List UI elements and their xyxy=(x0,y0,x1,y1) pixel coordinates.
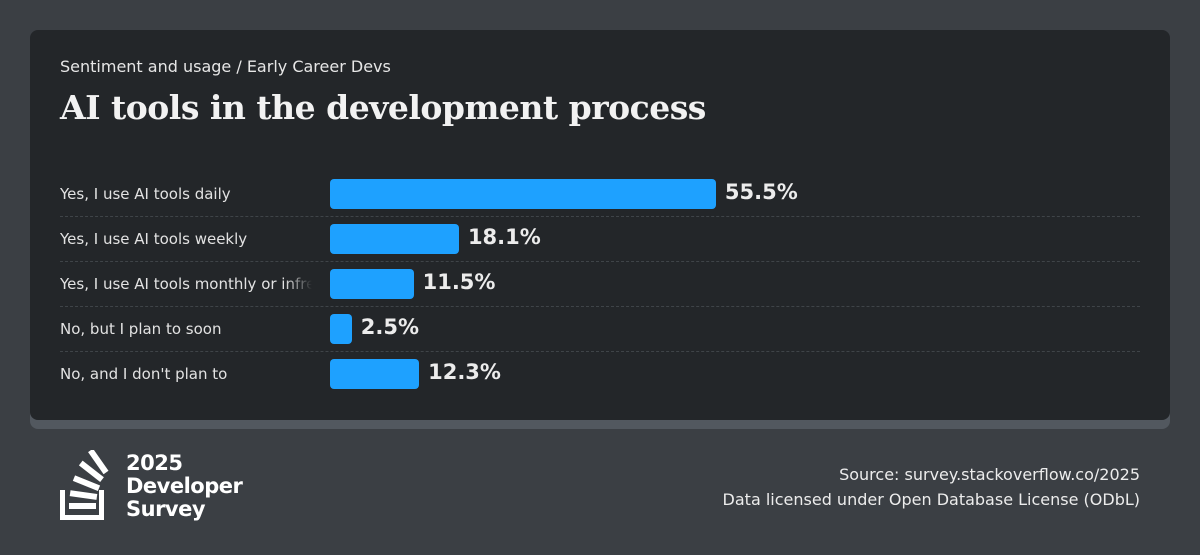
value-label: 55.5% xyxy=(724,180,798,204)
category-label: Yes, I use AI tools daily xyxy=(60,185,231,203)
chart-title: AI tools in the development process xyxy=(60,88,706,127)
logo-line-survey: Survey xyxy=(126,497,206,521)
bar-row: Yes, I use AI tools daily 55.5% xyxy=(60,172,1140,217)
source-link[interactable]: Source: survey.stackoverflow.co/2025 xyxy=(839,465,1140,484)
value-label: 2.5% xyxy=(360,315,420,339)
value-label: 11.5% xyxy=(422,270,496,294)
bar xyxy=(330,314,352,344)
category-label: No, and I don't plan to xyxy=(60,365,228,383)
bar-row: No, and I don't plan to 12.3% xyxy=(60,352,1140,397)
logo-line-developer: Developer xyxy=(126,474,243,498)
stack-overflow-logo-icon xyxy=(60,450,109,520)
logo-year: 2025 xyxy=(126,451,183,475)
category-label: Yes, I use AI tools weekly xyxy=(60,230,248,248)
bar xyxy=(330,224,459,254)
value-label: 12.3% xyxy=(428,360,501,384)
chart-card: Sentiment and usage / Early Career Devs … xyxy=(30,30,1170,420)
category-label: Yes, I use AI tools monthly or infrequen… xyxy=(60,275,312,293)
bar-row: Yes, I use AI tools weekly 18.1% xyxy=(60,217,1140,262)
breadcrumb: Sentiment and usage / Early Career Devs xyxy=(60,57,391,76)
value-label: 18.1% xyxy=(467,225,541,249)
bar xyxy=(330,269,414,299)
license-text: Data licensed under Open Database Licens… xyxy=(722,490,1140,509)
bar-row: Yes, I use AI tools monthly or infrequen… xyxy=(60,262,1140,307)
bar xyxy=(330,359,420,389)
bar-row: No, but I plan to soon 2.5% xyxy=(60,307,1140,352)
category-label: No, but I plan to soon xyxy=(60,320,222,338)
source-info: Source: survey.stackoverflow.co/2025 Dat… xyxy=(723,462,1140,512)
bar xyxy=(330,179,716,209)
survey-logo-text: 2025 Developer Survey xyxy=(126,451,243,521)
